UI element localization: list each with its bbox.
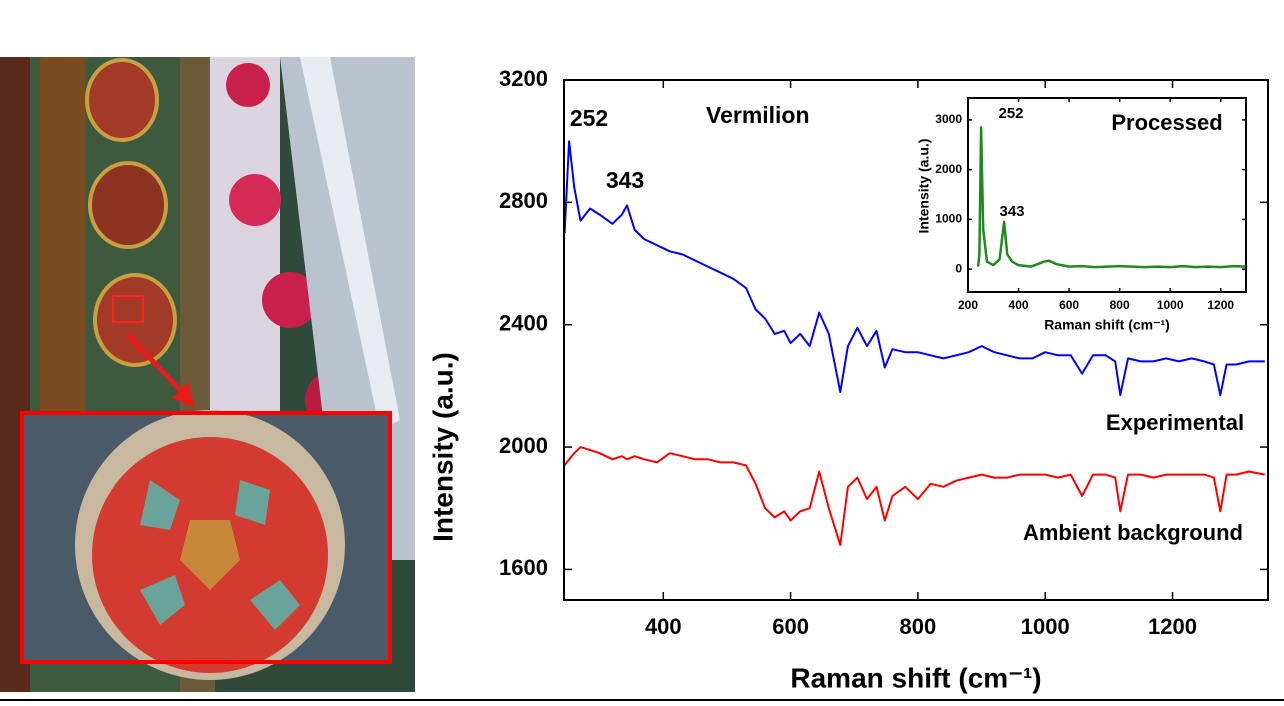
y-tick-label: 2400 [499, 311, 548, 336]
x-axis-label: Raman shift (cm⁻¹) [790, 662, 1041, 693]
x-tick-label: 1000 [1157, 298, 1184, 312]
annotation: 252 [570, 105, 608, 131]
series-label: Experimental [1106, 410, 1244, 435]
x-tick-label: 400 [1009, 298, 1029, 312]
x-tick-label: 600 [1059, 298, 1079, 312]
series-line [564, 140, 1265, 397]
series-label: Ambient background [1023, 520, 1243, 545]
y-tick-label: 3000 [935, 112, 962, 126]
y-tick-label: 1000 [935, 212, 962, 226]
x-tick-label: 800 [1110, 298, 1130, 312]
plot-area [968, 98, 1246, 292]
y-axis-label: Intensity (a.u.) [427, 352, 458, 542]
x-tick-label: 600 [772, 614, 809, 639]
plot-frame [563, 79, 1269, 601]
y-tick-label: 2800 [499, 188, 548, 213]
y-tick-label: 0 [955, 261, 962, 275]
x-tick-label: 1200 [1207, 298, 1234, 312]
y-tick-label: 2000 [499, 433, 548, 458]
plot-frame [967, 97, 1247, 293]
x-axis-label: Raman shift (cm⁻¹) [1044, 317, 1170, 333]
series-line [976, 126, 1246, 269]
x-tick-label: 1000 [1021, 614, 1070, 639]
annotation: 343 [999, 203, 1024, 220]
y-tick-label: 3200 [499, 66, 548, 91]
inset-title: Processed [1111, 110, 1222, 135]
x-tick-label: 1200 [1148, 614, 1197, 639]
y-tick-label: 2000 [935, 162, 962, 176]
y-tick-label: 1600 [499, 555, 548, 580]
annotation: Vermilion [706, 102, 810, 128]
series-line [564, 446, 1265, 546]
x-tick-label: 800 [900, 614, 937, 639]
x-tick-label: 400 [645, 614, 682, 639]
photo [0, 57, 415, 692]
y-axis-label: Intensity (a.u.) [916, 139, 932, 234]
annotation: 343 [606, 167, 644, 193]
x-tick-label: 200 [958, 298, 978, 312]
annotation: 252 [998, 105, 1023, 122]
